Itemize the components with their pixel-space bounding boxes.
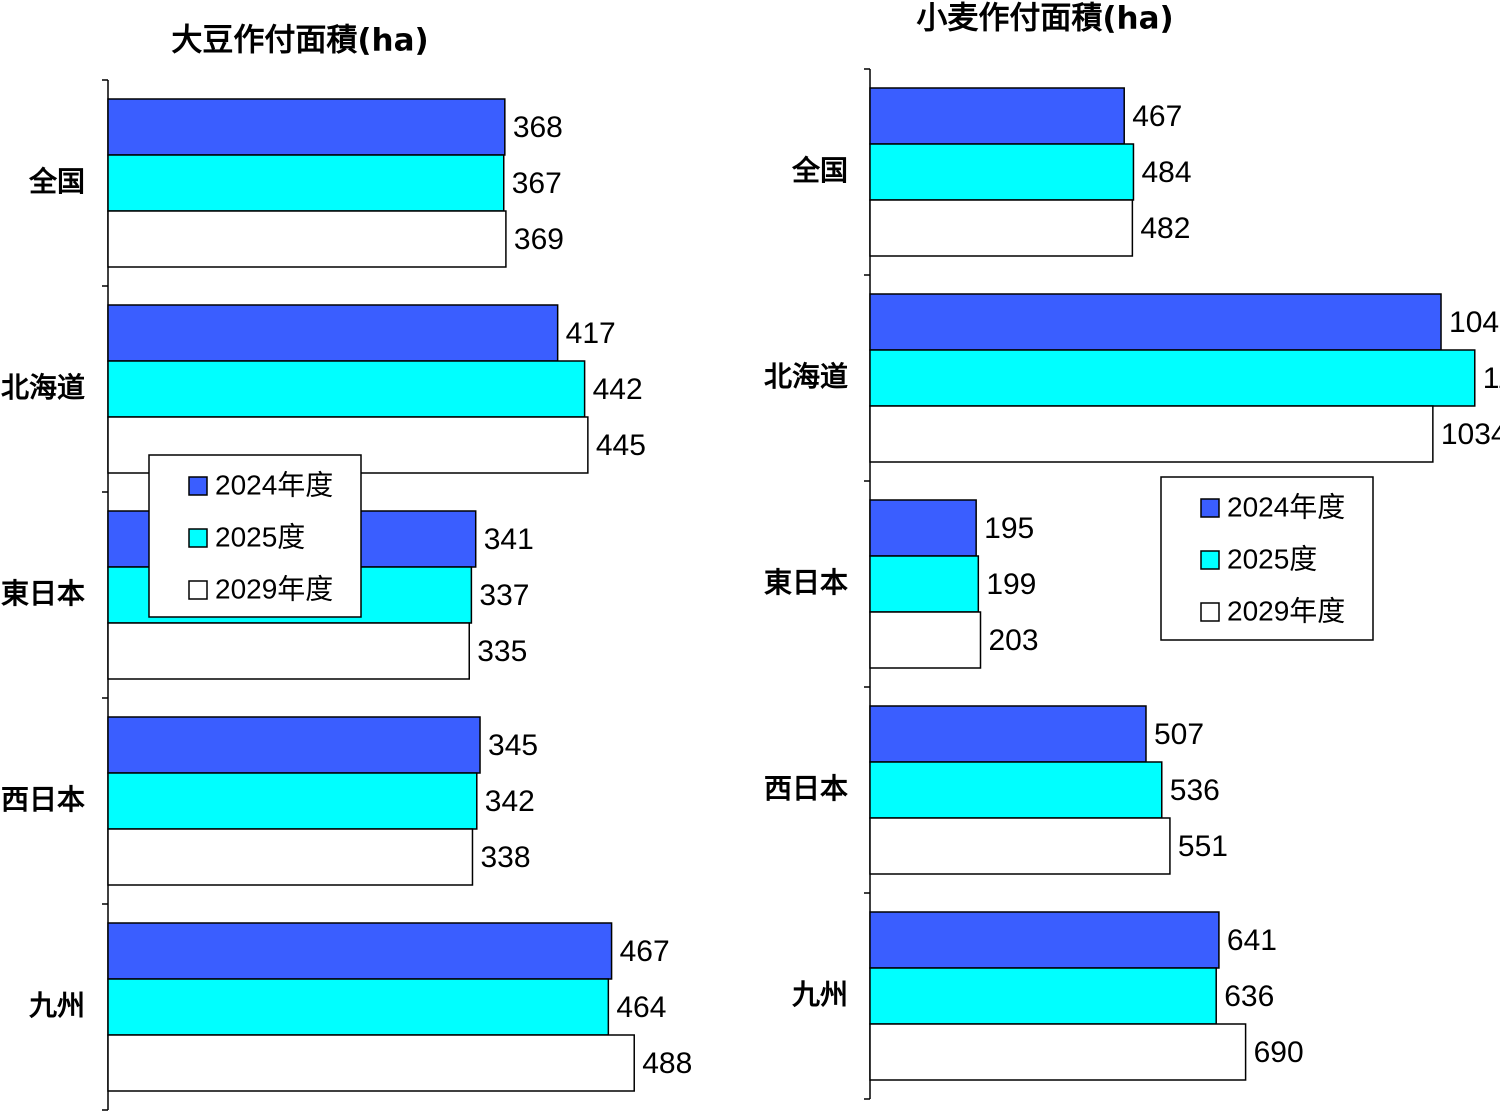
bar [869, 499, 977, 557]
bar [869, 349, 1476, 407]
bar [869, 405, 1434, 463]
legend-swatch [1200, 602, 1220, 622]
bar [107, 154, 505, 212]
bar [869, 143, 1135, 201]
value-label: 338 [480, 841, 530, 874]
bar [107, 978, 610, 1036]
bar [869, 611, 982, 669]
category-label: 北海道 [1, 371, 85, 404]
bar [107, 98, 506, 156]
category-label: 北海道 [764, 360, 848, 393]
bar [107, 304, 559, 362]
bar [107, 622, 470, 680]
chart-title: 小麦作付面積(ha) [916, 1, 1173, 37]
value-label: 484 [1141, 156, 1191, 189]
bar [869, 293, 1442, 351]
value-label: 1034 [1441, 418, 1500, 451]
bar [107, 922, 613, 980]
legend-swatch [1200, 498, 1220, 518]
legend-label: 2029年度 [1227, 595, 1345, 626]
value-label: 636 [1224, 980, 1274, 1013]
bar [107, 828, 474, 886]
legend-label: 2025度 [1227, 543, 1317, 574]
category-label: 東日本 [764, 566, 848, 599]
value-label: 445 [596, 429, 646, 462]
value-label: 368 [513, 111, 563, 144]
legend-swatch [188, 476, 208, 496]
legend-swatch [188, 580, 208, 600]
value-label: 345 [488, 729, 538, 762]
bar [869, 87, 1125, 145]
category-label: 西日本 [764, 772, 848, 805]
bar [869, 761, 1163, 819]
chart-title: 大豆作付面積(ha) [171, 23, 428, 59]
bar [869, 911, 1220, 969]
value-label: 482 [1140, 212, 1190, 245]
bar [869, 817, 1171, 875]
value-label: 335 [477, 635, 527, 668]
value-label: 690 [1254, 1036, 1304, 1069]
category-label: 九州 [29, 989, 85, 1022]
value-label: 199 [986, 568, 1036, 601]
value-label: 536 [1170, 774, 1220, 807]
value-label: 551 [1178, 830, 1228, 863]
legend-label: 2029年度 [215, 573, 333, 604]
value-label: 203 [989, 624, 1039, 657]
legend-label: 2025度 [215, 521, 305, 552]
legend-box [1160, 476, 1374, 641]
category-label: 全国 [791, 154, 848, 187]
bar [869, 199, 1134, 257]
legend-box [148, 454, 362, 618]
category-label: 西日本 [1, 783, 85, 816]
value-label: 195 [984, 512, 1034, 545]
value-label: 507 [1154, 718, 1204, 751]
value-label: 341 [484, 523, 534, 556]
value-label: 337 [479, 579, 529, 612]
value-label: 467 [1132, 100, 1182, 133]
legend-swatch [188, 528, 208, 548]
value-label: 1111 [1483, 362, 1500, 395]
value-label: 464 [616, 991, 666, 1024]
bar [869, 1023, 1247, 1081]
value-label: 1049 [1449, 306, 1500, 339]
bar [107, 772, 478, 830]
bar [107, 210, 507, 268]
category-label: 東日本 [1, 577, 85, 610]
legend-label: 2024年度 [215, 469, 333, 500]
value-label: 417 [566, 317, 616, 350]
legend-label: 2024年度 [1227, 491, 1345, 522]
legend-swatch [1200, 550, 1220, 570]
bar [869, 967, 1217, 1025]
bar [107, 1034, 635, 1092]
value-label: 488 [642, 1047, 692, 1080]
bar [869, 555, 980, 613]
bar [869, 705, 1147, 763]
bar [107, 716, 481, 774]
value-label: 442 [593, 373, 643, 406]
value-label: 467 [620, 935, 670, 968]
value-label: 367 [512, 167, 562, 200]
value-label: 369 [514, 223, 564, 256]
category-label: 全国 [28, 165, 85, 198]
value-label: 342 [485, 785, 535, 818]
value-label: 641 [1227, 924, 1277, 957]
category-label: 九州 [792, 978, 848, 1011]
bar [107, 360, 586, 418]
